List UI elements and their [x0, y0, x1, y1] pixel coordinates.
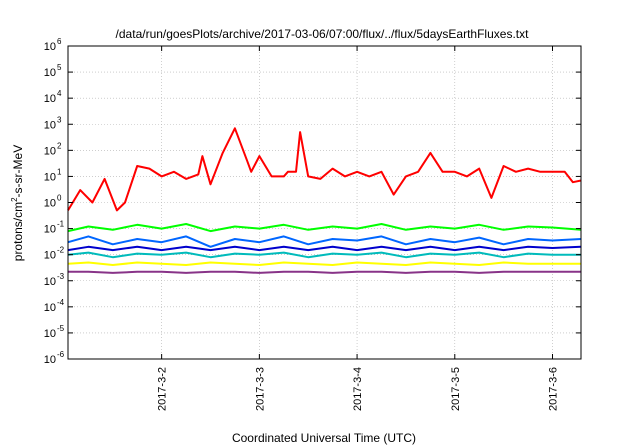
y-tick-label: 10 [44, 302, 56, 314]
y-tick-exponent: 2 [57, 141, 62, 150]
y-tick-label: 10 [44, 250, 56, 262]
y-tick-exponent: 1 [57, 167, 62, 176]
y-tick-exponent: -4 [57, 298, 65, 307]
y-tick-exponent: 6 [57, 37, 62, 46]
y-tick-label: 10 [44, 119, 56, 131]
y-tick-label: 10 [44, 198, 56, 210]
y-tick-exponent: 0 [57, 194, 62, 203]
x-tick-label: 2017-3-5 [450, 367, 462, 411]
x-tick-label: 2017-3-2 [157, 367, 169, 411]
grid [68, 46, 581, 359]
y-tick-label: 10 [44, 67, 56, 79]
y-tick-exponent: 4 [57, 89, 62, 98]
y-tick-exponent: -1 [57, 220, 65, 229]
y-axis-label-sup: 2 [10, 197, 19, 202]
y-tick-label: 10 [44, 93, 56, 105]
y-tick-exponent: 5 [57, 63, 62, 72]
series-line-1 [67, 127, 582, 212]
x-tick-label: 2017-3-4 [352, 367, 364, 411]
y-tick-label: 10 [44, 328, 56, 340]
y-axis-label: protons/cm2-s-sr-MeV [10, 145, 25, 261]
chart-title: /data/run/goesPlots/archive/2017-03-06/0… [116, 27, 530, 41]
y-tick-label: 10 [44, 145, 56, 157]
series-line-7 [68, 270, 581, 274]
y-tick-exponent: 3 [57, 115, 62, 124]
series-line-3 [67, 235, 582, 248]
y-tick-label: 10 [44, 41, 56, 53]
y-tick-exponent: -3 [57, 272, 65, 281]
y-tick-label: 10 [44, 354, 56, 366]
series-lines [67, 127, 582, 274]
series-line-4 [67, 245, 582, 252]
x-axis-label: Coordinated Universal Time (UTC) [232, 431, 416, 445]
y-axis-label-tail: -s-sr-MeV [11, 145, 25, 198]
y-tick-exponent: -5 [57, 324, 65, 333]
x-tick-label: 2017-3-6 [548, 367, 560, 411]
y-tick-exponent: -6 [57, 350, 65, 359]
series-line-6 [67, 261, 581, 266]
y-tick-label: 10 [44, 224, 56, 236]
y-tick-label: 10 [44, 276, 56, 288]
y-tick-label: 10 [44, 171, 56, 183]
series-line-2 [67, 223, 582, 233]
y-axis-label-base: protons/cm [11, 202, 25, 261]
y-axis: 10 -610 -510 -410 -310 -210 -110 010 110 210 310 41… [44, 37, 581, 366]
x-axis: 2017-3-2 2017-3-3 2017-3-4 2017-3-5 2017-3-6 [157, 46, 560, 411]
x-tick-label: 2017-3-3 [254, 367, 266, 411]
y-tick-exponent: -2 [57, 246, 65, 255]
series-line-5 [67, 251, 581, 259]
